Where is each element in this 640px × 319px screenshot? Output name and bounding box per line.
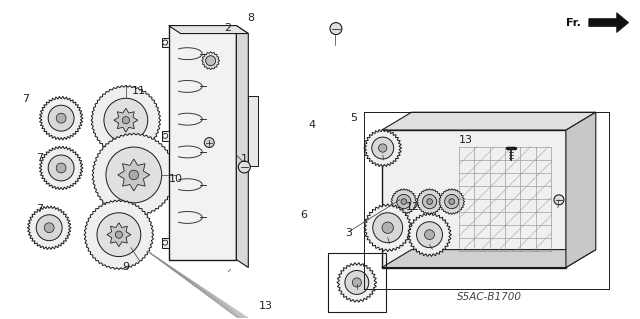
- Circle shape: [115, 231, 122, 238]
- Polygon shape: [28, 206, 71, 249]
- Circle shape: [129, 170, 139, 180]
- Text: 6: 6: [301, 210, 308, 220]
- Text: 1: 1: [241, 154, 247, 165]
- Bar: [374, 228, 381, 238]
- Circle shape: [352, 278, 362, 287]
- Circle shape: [379, 144, 387, 152]
- Polygon shape: [202, 52, 220, 70]
- Circle shape: [401, 199, 406, 204]
- Circle shape: [424, 230, 435, 240]
- Circle shape: [238, 161, 250, 173]
- Circle shape: [97, 213, 141, 256]
- Polygon shape: [92, 133, 175, 217]
- Polygon shape: [169, 26, 248, 33]
- Polygon shape: [236, 26, 248, 268]
- Circle shape: [427, 199, 433, 204]
- Circle shape: [163, 40, 168, 45]
- Bar: [374, 146, 381, 156]
- Text: 2: 2: [224, 23, 231, 33]
- Bar: [162, 238, 169, 248]
- Circle shape: [106, 147, 162, 203]
- Circle shape: [445, 195, 459, 209]
- Circle shape: [345, 271, 369, 294]
- Circle shape: [56, 163, 66, 173]
- Polygon shape: [391, 189, 417, 214]
- Text: 10: 10: [168, 174, 182, 183]
- Circle shape: [375, 231, 380, 236]
- Circle shape: [449, 199, 454, 204]
- Text: 9: 9: [122, 263, 129, 272]
- Text: 8: 8: [248, 13, 255, 23]
- Text: 7: 7: [22, 94, 29, 104]
- Circle shape: [422, 195, 436, 209]
- Polygon shape: [364, 129, 402, 167]
- Polygon shape: [381, 249, 596, 268]
- Polygon shape: [107, 223, 131, 247]
- Text: 7: 7: [36, 204, 43, 214]
- Polygon shape: [118, 159, 150, 191]
- Circle shape: [205, 56, 216, 66]
- Bar: [162, 131, 169, 141]
- Circle shape: [397, 195, 411, 209]
- Circle shape: [372, 137, 394, 159]
- Text: 4: 4: [308, 120, 316, 130]
- Text: 12: 12: [405, 202, 419, 212]
- Bar: [248, 96, 259, 166]
- Polygon shape: [39, 146, 83, 190]
- Polygon shape: [84, 200, 154, 270]
- Text: Fr.: Fr.: [566, 18, 581, 28]
- Text: 11: 11: [131, 86, 145, 96]
- Polygon shape: [337, 263, 377, 302]
- Text: 13: 13: [259, 300, 273, 311]
- Polygon shape: [39, 96, 83, 140]
- Circle shape: [44, 223, 54, 233]
- Text: 5: 5: [350, 113, 357, 123]
- Polygon shape: [408, 213, 451, 256]
- Polygon shape: [589, 13, 628, 33]
- Circle shape: [330, 23, 342, 34]
- Circle shape: [375, 148, 380, 153]
- Polygon shape: [439, 189, 465, 214]
- Text: 13: 13: [459, 136, 473, 145]
- Bar: [169, 26, 236, 260]
- Circle shape: [417, 222, 442, 248]
- Text: 7: 7: [36, 153, 43, 163]
- Circle shape: [554, 195, 564, 205]
- Circle shape: [382, 222, 394, 234]
- Polygon shape: [566, 112, 596, 268]
- Circle shape: [372, 213, 403, 243]
- Bar: [328, 253, 386, 312]
- Polygon shape: [381, 130, 566, 268]
- Circle shape: [48, 155, 74, 181]
- Text: S5AC-B1700: S5AC-B1700: [457, 293, 522, 302]
- Circle shape: [163, 133, 168, 138]
- Polygon shape: [114, 108, 138, 132]
- Polygon shape: [381, 112, 596, 130]
- Circle shape: [48, 105, 74, 131]
- Circle shape: [204, 137, 214, 148]
- Circle shape: [36, 215, 62, 241]
- Circle shape: [163, 240, 168, 245]
- Polygon shape: [417, 189, 443, 214]
- Polygon shape: [91, 85, 161, 155]
- Bar: [162, 38, 169, 48]
- Text: 3: 3: [345, 227, 352, 238]
- Circle shape: [104, 98, 148, 142]
- Polygon shape: [364, 204, 412, 252]
- Circle shape: [122, 116, 129, 124]
- Circle shape: [56, 113, 66, 123]
